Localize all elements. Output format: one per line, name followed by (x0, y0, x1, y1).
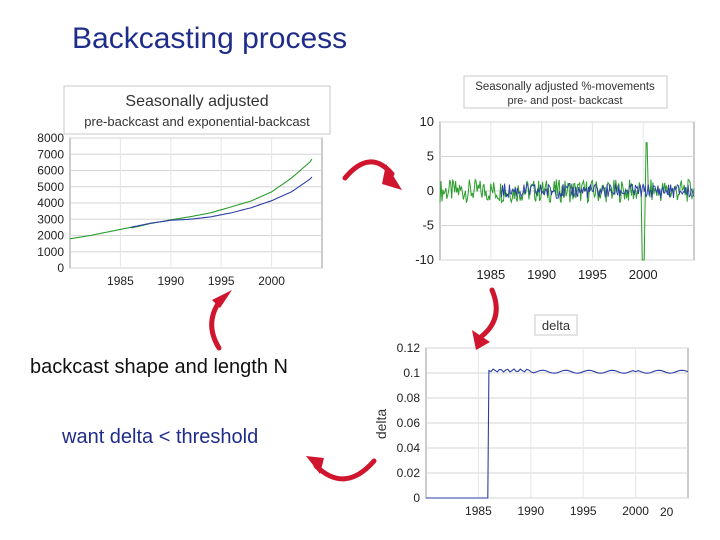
chart-percent-movements: Seasonally adjusted %-movements pre- and… (415, 75, 695, 282)
chart1-title-box (63, 85, 331, 135)
arrow-bottom-left-head (306, 456, 324, 474)
c3-y-tick-label: 0.02 (397, 466, 421, 480)
c1-series-exponential-backcast (69, 158, 313, 240)
c2-x-tick-label: 1990 (527, 267, 556, 282)
chart1-subtitle: pre-backcast and exponential-backcast (84, 114, 310, 129)
chart2-title: Seasonally adjusted %-movements (475, 81, 655, 93)
chart3-title: delta (542, 318, 571, 333)
c3-x-tick-label: 1985 (465, 504, 492, 518)
c1-y-tick-label: 6000 (37, 164, 64, 178)
c1-y-tick-label: 2000 (37, 229, 64, 243)
c2-x-tick-label: 1995 (578, 267, 607, 282)
arrow-bottom-left (313, 458, 377, 482)
c1-y-tick-label: 8000 (37, 131, 64, 145)
chart-delta: delta delta 0.12 0.1 0.08 0.06 0.04 0.02 0 198… (373, 314, 689, 518)
c3-x-tick-label: 2000 (622, 504, 649, 518)
c2-y-tick-label: 0 (427, 183, 434, 198)
page-number: 20 (660, 505, 674, 519)
chart3-ylabel: delta (373, 409, 389, 440)
c2-y-tick-label: -5 (422, 218, 434, 233)
c3-y-tick-label: 0 (413, 491, 420, 505)
c3-x-tick-label: 1990 (517, 504, 544, 518)
c2-series-pre-backcast (501, 182, 695, 199)
c1-y-tick-label: 7000 (37, 147, 64, 161)
chart2-title-box (463, 75, 668, 109)
c3-y-tick-label: 0.12 (397, 341, 421, 355)
arrow-top-right-head (382, 164, 402, 190)
c1-x-tick-label: 1990 (157, 274, 184, 288)
c3-y-tick-label: 0.04 (397, 441, 421, 455)
c2-x-tick-label: 1985 (476, 267, 505, 282)
c1-x-tick-label: 2000 (258, 274, 285, 288)
c1-x-tick-label: 1995 (208, 274, 235, 288)
chart-seasonally-adjusted: Seasonally adjusted pre-backcast and exp… (37, 85, 331, 288)
chart3-title-box (534, 314, 578, 336)
c1-y-tick-label: 0 (57, 261, 64, 275)
c1-y-tick-label: 3000 (37, 212, 64, 226)
arrow-left-up-head (212, 290, 232, 308)
c1-y-tick-label: 5000 (37, 180, 64, 194)
caption-delta-threshold: want delta < threshold (62, 426, 259, 448)
c1-series-pre-backcast (130, 176, 313, 228)
arrow-right-down-head (472, 330, 490, 350)
c1-x-tick-label: 1985 (107, 274, 134, 288)
caption-shape-length: backcast shape and length N (30, 356, 288, 378)
c3-y-tick-label: 0.08 (397, 391, 421, 405)
c2-y-tick-label: 5 (427, 149, 434, 164)
c1-y-tick-label: 1000 (37, 245, 64, 259)
c1-y-tick-label: 4000 (37, 196, 64, 210)
c2-x-tick-label: 2000 (629, 267, 658, 282)
c2-y-tick-label: -10 (415, 252, 434, 267)
c3-y-tick-label: 0.1 (403, 366, 420, 380)
c3-series-delta (426, 368, 689, 499)
c2-y-tick-label: 10 (420, 114, 434, 129)
c3-y-tick-label: 0.06 (397, 416, 421, 430)
slide-title: Backcasting process (72, 22, 348, 55)
c3-x-tick-label: 1995 (570, 504, 597, 518)
chart2-subtitle: pre- and post- backcast (508, 95, 623, 107)
chart1-title: Seasonally adjusted (125, 93, 268, 110)
arrow-right-down (479, 287, 499, 339)
